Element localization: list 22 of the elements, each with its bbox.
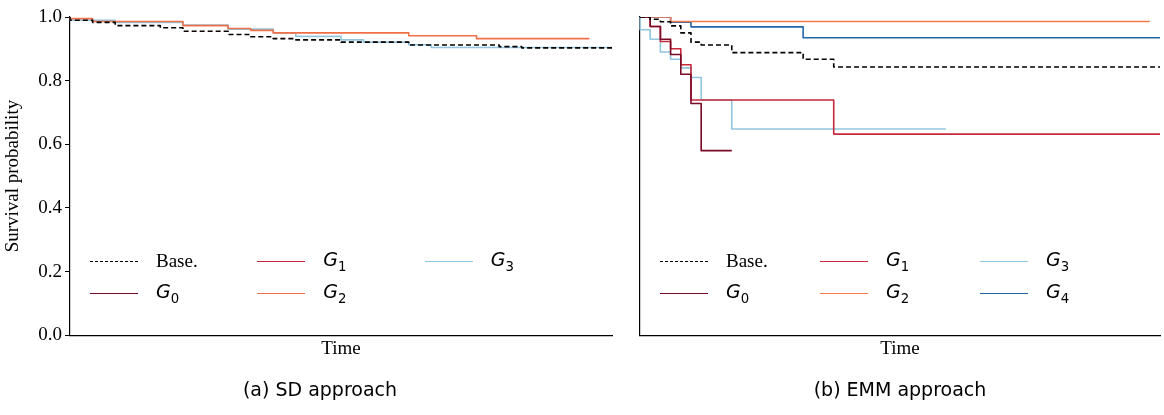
legend-label: G$_{3}$ xyxy=(490,248,514,275)
y-tick-label: 0.2 xyxy=(38,259,62,281)
y-tick-label: 0.8 xyxy=(38,68,62,90)
y-axis-title: Survival probability xyxy=(1,99,23,253)
legend-label: G$_{2}$ xyxy=(886,280,910,307)
legend-label: Base. xyxy=(156,250,198,273)
legend-label: G$_{0}$ xyxy=(156,280,180,307)
y-tick-label: 0.6 xyxy=(38,132,62,154)
legend-label: G$_{2}$ xyxy=(323,280,347,307)
y-tick-label: 0.4 xyxy=(38,195,63,217)
y-tick-label: 1.0 xyxy=(38,4,62,26)
legend-label: G$_{4}$ xyxy=(1046,280,1070,307)
x-axis-title: Time xyxy=(880,336,920,358)
y-tick-label: 0.0 xyxy=(38,323,62,345)
legend-label: G$_{1}$ xyxy=(323,248,347,275)
legend-label: G$_{0}$ xyxy=(726,280,750,307)
x-axis-title: Time xyxy=(321,336,361,358)
text: (a) SD approach xyxy=(241,378,399,400)
legend-label: G$_{1}$ xyxy=(886,248,910,275)
text: (b) EMM approach xyxy=(812,378,988,400)
legend-label: G$_{3}$ xyxy=(1046,248,1070,275)
legend-label: Base. xyxy=(726,250,768,273)
